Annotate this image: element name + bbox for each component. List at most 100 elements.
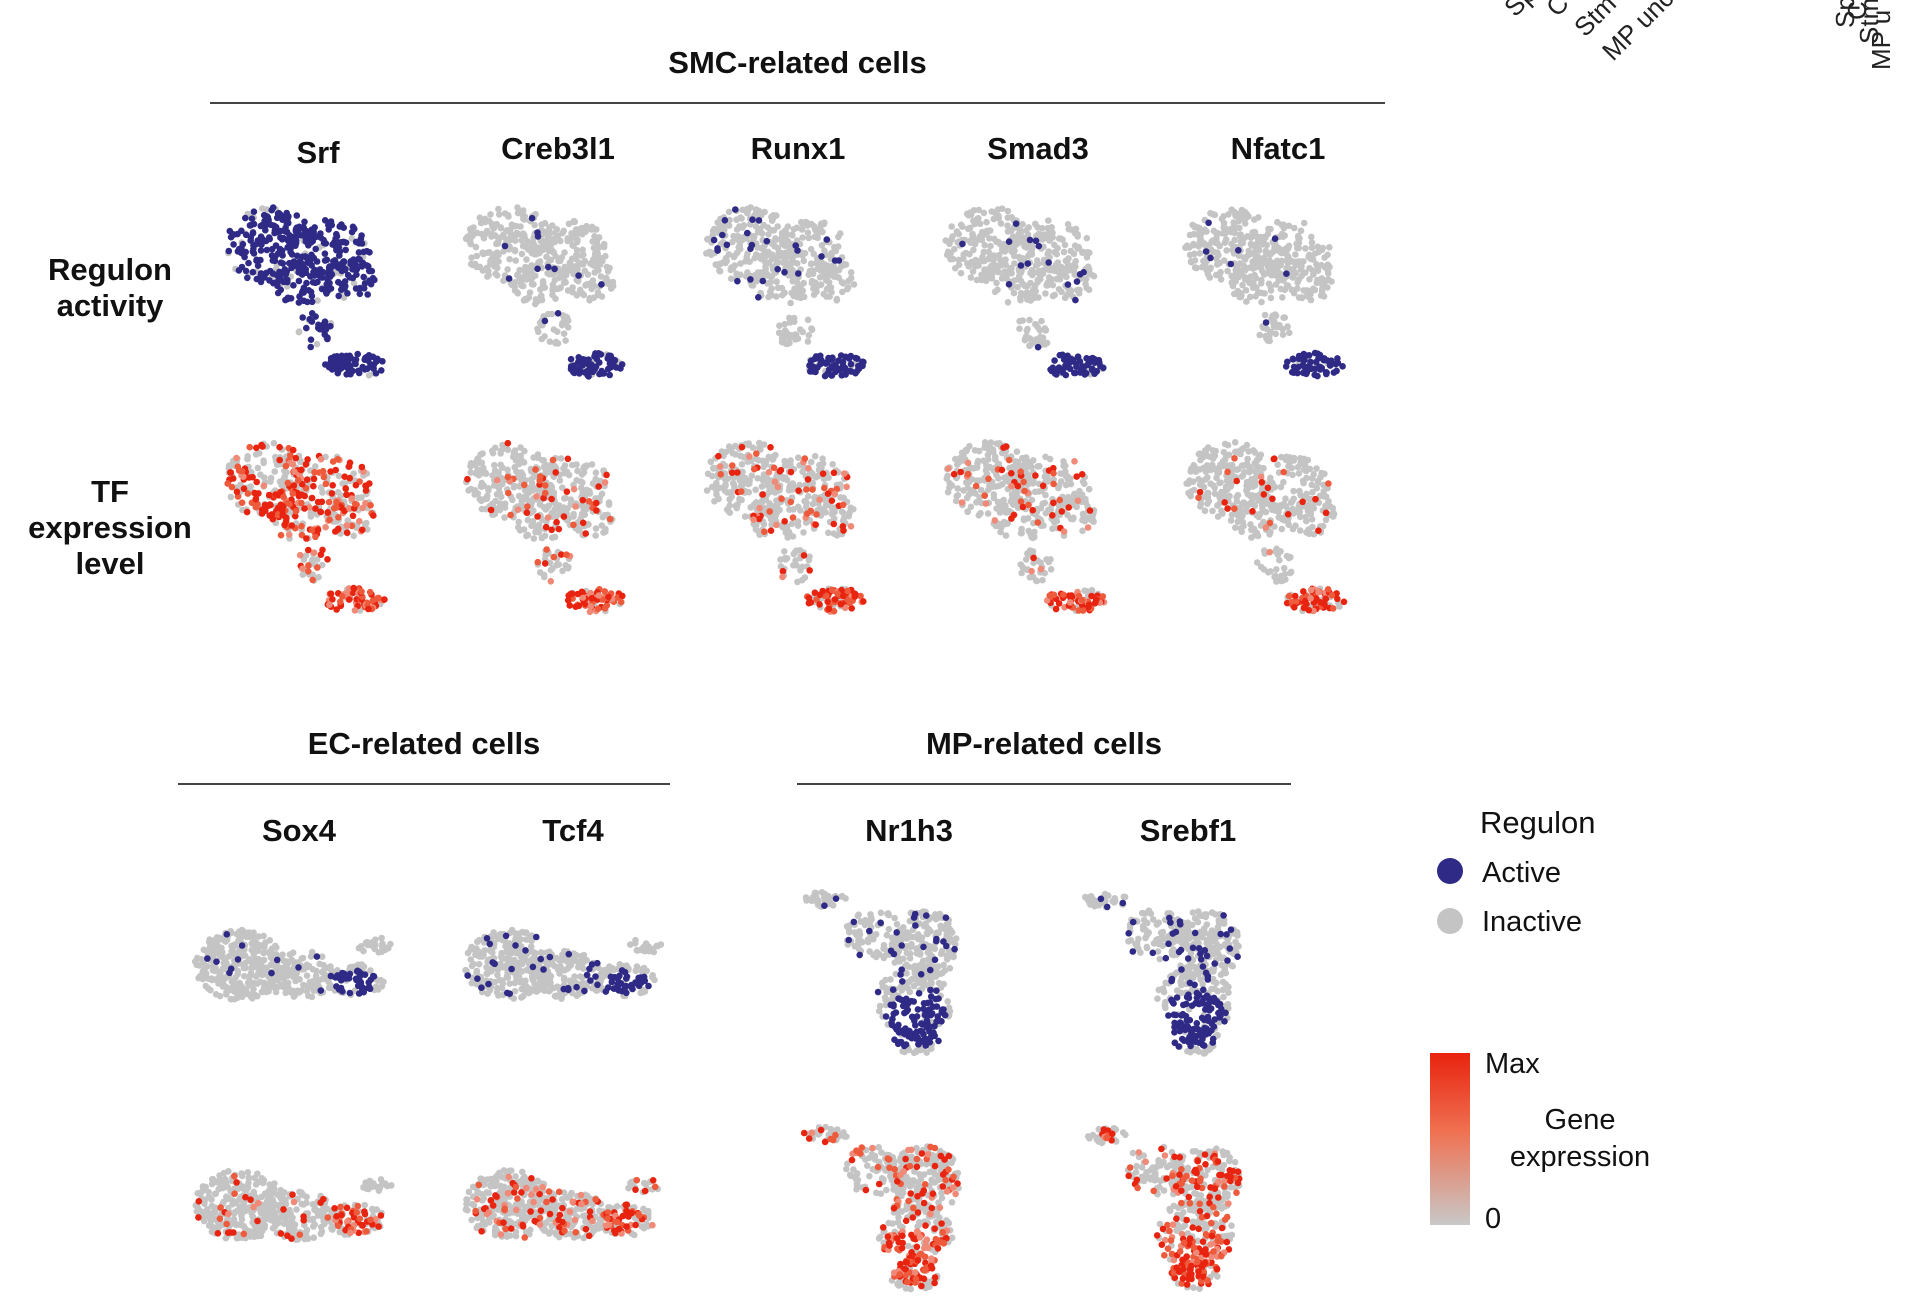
cell-point [1246,463,1253,471]
cell-point [993,471,1000,479]
cell-point [1291,224,1298,232]
cell-point-highlight [1073,278,1081,285]
cell-point [1056,276,1064,283]
cell-point [954,461,961,468]
cell-point-highlight [857,592,864,600]
cell-point [1261,311,1269,319]
cell-point [573,247,581,254]
cell-point [1229,282,1237,290]
cell-point [473,252,481,260]
cell-point [495,469,502,476]
cell-point [495,211,503,218]
cell-point-highlight [321,257,329,264]
cell-point-highlight [250,220,258,228]
cell-point [802,519,810,526]
cell-point [794,578,801,586]
cell-point-highlight [985,475,992,483]
cell-point [1228,240,1235,248]
cell-point [578,252,585,259]
cell-point [1318,285,1326,293]
cell-point [520,459,528,466]
cell-point [779,291,786,299]
cell-point-highlight [824,490,832,497]
cell-point-highlight [293,231,301,239]
cell-point-highlight [299,314,306,321]
cell-point-highlight [318,274,326,281]
cell-point [1213,261,1221,268]
cell-point-highlight [1065,504,1072,511]
cell-point-highlight [729,462,736,469]
cell-point [1006,266,1014,274]
cell-point [1004,299,1012,306]
cell-point [752,486,759,494]
cell-point [1183,242,1191,249]
cell-point-highlight [276,456,283,464]
cell-point-highlight [348,228,356,236]
cell-point-highlight [352,481,360,489]
cell-point [725,222,733,229]
cell-point-highlight [972,482,980,490]
cell-point-highlight [809,486,816,493]
cell-point [966,442,973,450]
cell-point [313,340,321,348]
cell-point [1262,247,1270,255]
cell-point-highlight [347,258,354,265]
cell-point [769,215,777,222]
cell-point-highlight [564,455,572,463]
cell-point [560,227,567,235]
cell-point-highlight [245,259,252,267]
cell-point [487,258,494,265]
cell-point [1267,225,1274,233]
cell-point-highlight [336,252,343,259]
cell-point [1024,296,1031,303]
cell-point-highlight [957,468,964,476]
cell-point-highlight [1017,262,1025,269]
cell-point [1206,453,1213,460]
cell-point [817,225,824,232]
cell-point-highlight [1317,366,1324,373]
cell-point [994,206,1002,213]
scatter-highlight-points [225,204,386,378]
cell-point-highlight [582,530,589,537]
cell-point [1037,559,1044,566]
cell-point [1253,494,1260,501]
cell-point [1001,474,1008,481]
cell-point [1217,479,1224,486]
cell-point [804,338,812,345]
cell-point-highlight [549,456,557,464]
cell-point [752,251,760,258]
cell-point [536,569,544,576]
cell-point [1243,487,1250,494]
cell-point [602,528,609,535]
cell-point-highlight [840,527,847,534]
cell-point [302,552,310,559]
cell-point-highlight [1288,368,1296,376]
cell-point-highlight [552,469,559,476]
cell-point-highlight [1315,352,1323,359]
cell-point-highlight [292,239,300,247]
row-label-line: expression [28,510,192,545]
cell-point [797,567,804,574]
cell-point [551,229,559,236]
cell-point [837,230,844,237]
cell-point [737,260,744,267]
cell-point [554,285,561,293]
cell-point-highlight [324,556,331,563]
cell-point [1019,221,1026,228]
cell-point [1039,576,1046,584]
cell-point-highlight [1323,370,1330,378]
cell-point-highlight [550,553,558,561]
cell-point [1302,245,1309,252]
cell-point [525,294,532,301]
cell-point [1062,257,1070,265]
cell-point [569,242,576,249]
cell-point [822,277,830,284]
row-label-line: activity [56,288,164,323]
cell-point-highlight [310,482,317,490]
cell-point-highlight [304,230,312,237]
cell-point-highlight [242,214,249,222]
cell-point [725,251,733,258]
cell-point [247,483,254,490]
cell-point-highlight [1283,270,1290,277]
cell-point-highlight [1099,593,1107,600]
